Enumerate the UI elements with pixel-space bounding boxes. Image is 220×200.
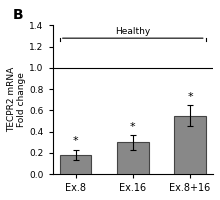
- Text: *: *: [187, 92, 193, 102]
- Y-axis label: TECPR2 mRNA
Fold change: TECPR2 mRNA Fold change: [7, 67, 26, 132]
- Bar: [60, 155, 91, 174]
- Text: B: B: [12, 8, 23, 22]
- Text: *: *: [130, 122, 136, 132]
- Text: *: *: [73, 136, 78, 146]
- Bar: [117, 142, 148, 174]
- Text: Healthy: Healthy: [115, 27, 150, 36]
- Bar: [174, 116, 206, 174]
